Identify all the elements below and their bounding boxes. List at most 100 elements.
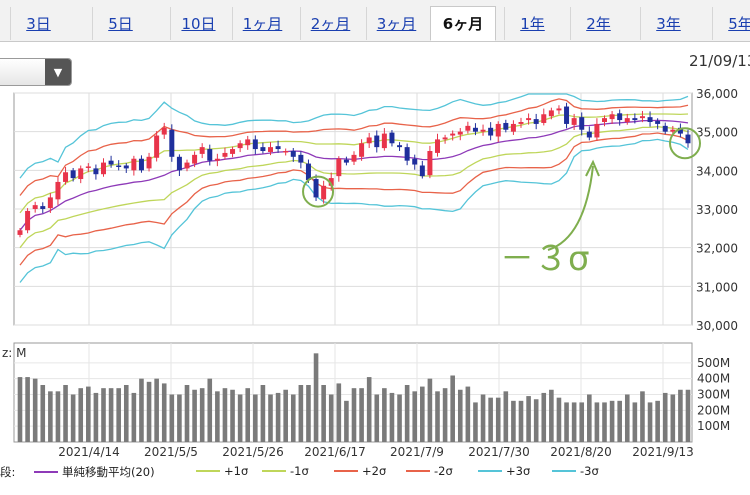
- candle-body: [237, 143, 243, 149]
- volume-bar: [230, 389, 235, 442]
- candle-body: [586, 131, 592, 138]
- volume-bar: [93, 392, 99, 442]
- x-tick-label: 2021/5/26: [222, 445, 284, 459]
- candle-body: [602, 118, 607, 122]
- volume-tick-label: 500M: [697, 356, 730, 370]
- tab-0[interactable]: 3日: [10, 7, 66, 40]
- candle-body: [32, 205, 38, 209]
- volume-bar: [427, 378, 433, 442]
- price-tick-label: 35,000: [696, 126, 738, 140]
- candle-body: [199, 147, 205, 154]
- tab-1[interactable]: 5日: [92, 7, 148, 40]
- candle-body: [283, 151, 289, 153]
- candle-body: [526, 118, 532, 121]
- x-tick-label: 2021/7/30: [468, 445, 530, 459]
- tab-9[interactable]: 3年: [640, 7, 696, 40]
- candle-body: [169, 129, 175, 157]
- volume-bar: [17, 377, 23, 442]
- candle-body: [85, 166, 91, 168]
- candle-body: [93, 168, 99, 175]
- legend-entry: -3σ: [552, 464, 599, 478]
- volume-bar: [207, 378, 213, 442]
- candle-body: [609, 114, 615, 120]
- tab-8[interactable]: 2年: [570, 7, 626, 40]
- candle-body: [366, 137, 372, 144]
- minus1-sigma-line: [19, 126, 689, 249]
- volume-bar: [101, 388, 106, 442]
- tab-10[interactable]: 5年: [712, 7, 750, 40]
- volume-bar: [328, 394, 334, 442]
- candle-body: [55, 181, 61, 200]
- volume-bar: [457, 389, 463, 442]
- candle-body: [510, 123, 516, 132]
- legend-entry: +3σ: [478, 464, 530, 478]
- volume-bar: [321, 385, 326, 442]
- volume-bar: [40, 385, 46, 442]
- candle-body: [548, 110, 554, 117]
- candle-body: [397, 145, 403, 148]
- candle-body: [214, 158, 220, 161]
- volume-bar: [647, 402, 653, 442]
- tab-4[interactable]: 2ヶ月: [300, 7, 360, 40]
- volume-bar: [237, 394, 243, 442]
- candle-body: [336, 158, 342, 177]
- candle-body: [457, 131, 463, 135]
- volume-bar: [480, 394, 486, 442]
- volume-bar: [215, 391, 220, 442]
- chevron-down-icon[interactable]: ▼: [45, 59, 71, 85]
- legend-label: -3σ: [580, 464, 599, 478]
- candle-body: [184, 162, 190, 169]
- candle-body: [78, 168, 84, 180]
- highlight-circle-september: [669, 127, 701, 160]
- candle-body: [617, 113, 623, 121]
- candle-body: [154, 135, 160, 158]
- volume-bar: [116, 388, 121, 442]
- tab-3[interactable]: 1ヶ月: [232, 7, 292, 40]
- legend-label: 単純移動平均(20): [62, 465, 155, 479]
- tab-5[interactable]: 3ヶ月: [366, 7, 426, 40]
- legend-label: -2σ: [434, 464, 453, 478]
- candle-body: [419, 165, 425, 177]
- candle-body: [321, 185, 327, 200]
- tab-7[interactable]: 1年: [504, 7, 560, 40]
- candle-body: [472, 127, 478, 132]
- legend-entry: -2σ: [406, 464, 453, 478]
- candle-body: [412, 158, 418, 165]
- volume-bar: [473, 402, 478, 442]
- volume-bar: [465, 386, 471, 442]
- candle-body: [518, 122, 524, 124]
- volume-bar: [366, 377, 372, 442]
- volume-bar: [670, 394, 676, 442]
- volume-bar: [594, 402, 600, 442]
- candle-body: [290, 151, 296, 157]
- candle-body: [442, 137, 448, 140]
- legend-swatch: [552, 470, 576, 472]
- minus3-sigma-line: [19, 138, 689, 283]
- volume-bar: [602, 402, 607, 442]
- candle-body: [313, 179, 319, 198]
- volume-bar: [450, 375, 455, 442]
- x-tick-label: 2021/8/20: [550, 445, 612, 459]
- tab-6[interactable]: 6ヶ月: [430, 6, 496, 41]
- candle-body: [579, 117, 585, 130]
- volume-bar: [70, 394, 76, 442]
- volume-bar: [579, 402, 585, 442]
- candle-body: [503, 122, 509, 130]
- volume-bar: [260, 385, 266, 442]
- volume-bar: [442, 388, 448, 442]
- volume-bar: [617, 400, 622, 442]
- price-tick-label: 34,000: [696, 164, 738, 178]
- volume-bar: [184, 385, 190, 442]
- volume-bar: [139, 378, 144, 442]
- candle-body: [207, 149, 213, 161]
- candle-body: [685, 134, 691, 144]
- candle-body: [533, 119, 539, 124]
- tab-2[interactable]: 10日: [170, 7, 226, 40]
- candle-body: [435, 139, 440, 153]
- volume-bar: [533, 399, 539, 442]
- indicator-select[interactable]: ▼: [0, 58, 72, 86]
- volume-tick-label: 200M: [697, 403, 730, 417]
- candle-body: [176, 156, 182, 171]
- volume-bar: [495, 397, 501, 442]
- candle-body: [305, 163, 311, 180]
